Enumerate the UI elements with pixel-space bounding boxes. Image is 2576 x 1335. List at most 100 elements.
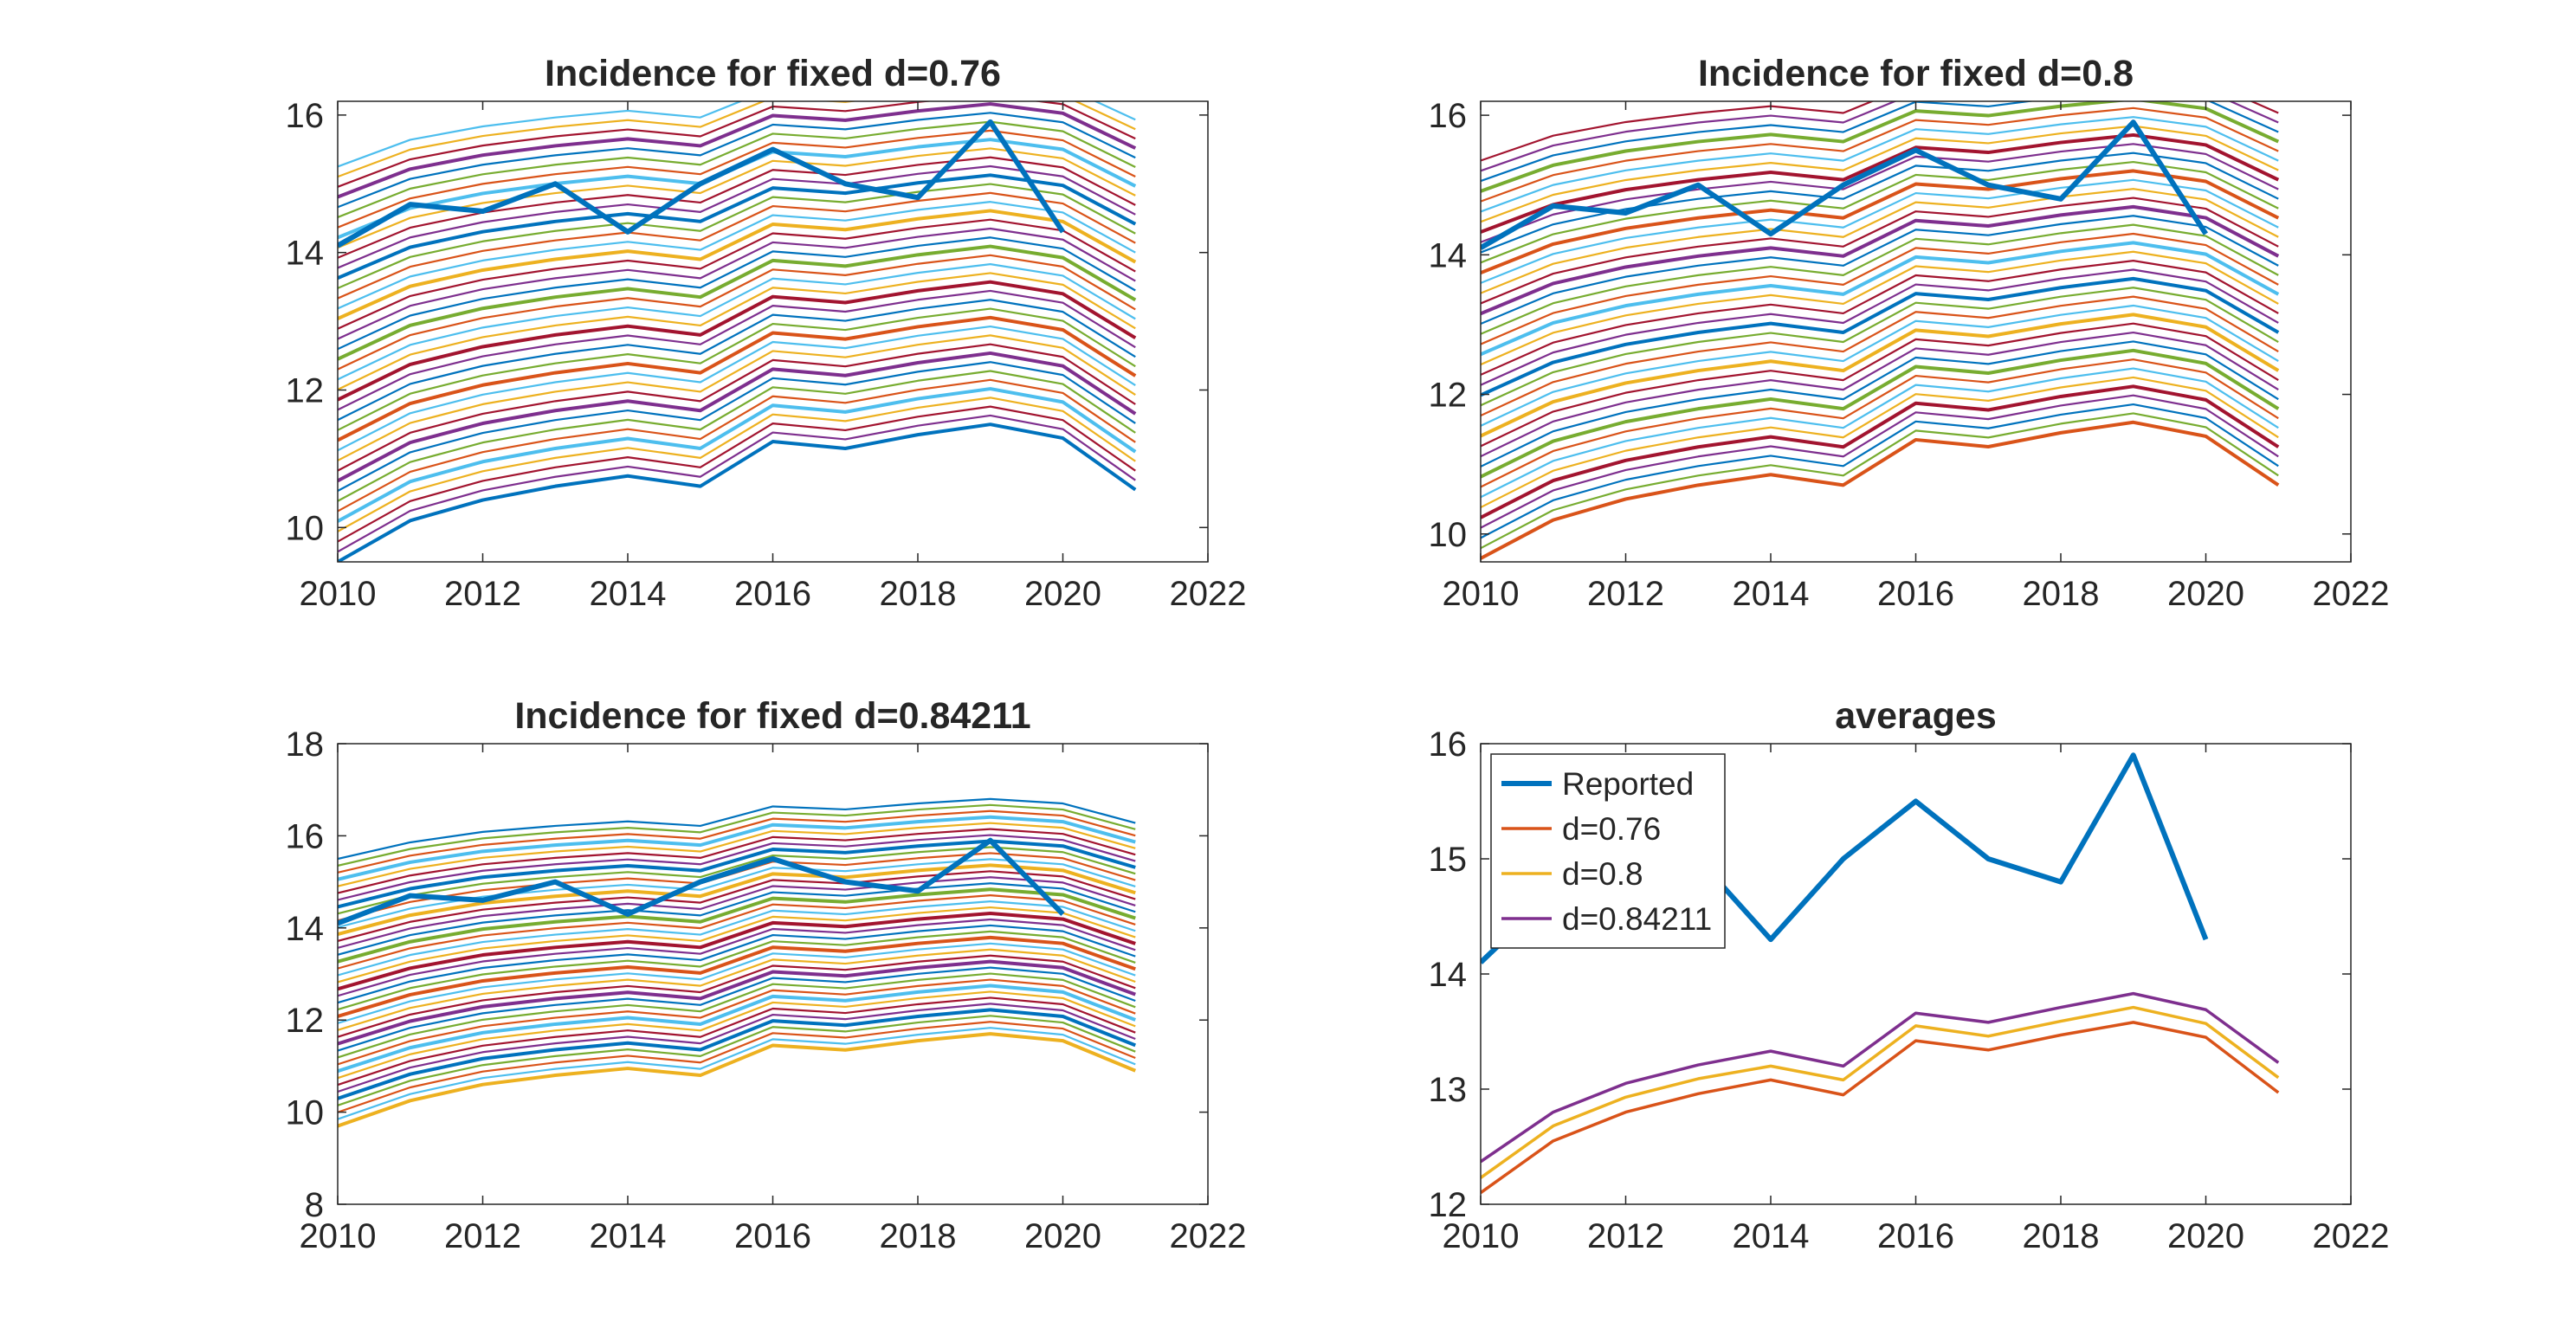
simulation-line [1481, 178, 2279, 284]
chart-title: Incidence for fixed d=0.76 [545, 53, 1001, 94]
simulation-line [338, 942, 1136, 1024]
x-tick-label: 2020 [1024, 1217, 1101, 1255]
simulation-line [338, 218, 1136, 330]
simulation-line [338, 378, 1136, 513]
x-tick-label: 2012 [1587, 1217, 1664, 1255]
series-line-reported [338, 119, 1066, 248]
x-tick-label: 2012 [1587, 575, 1664, 613]
simulation-line [338, 325, 1136, 452]
series-line-d-0-8 [1481, 1005, 2280, 1179]
simulation-line [338, 289, 1136, 411]
x-tick-label: 2010 [300, 1217, 377, 1255]
simulation-line [338, 954, 1136, 1038]
legend-label: d=0.76 [1562, 811, 1661, 847]
simulation-line [338, 351, 1137, 483]
x-tick-label: 2022 [1170, 1217, 1247, 1255]
y-tick-label: 14 [1429, 956, 1468, 994]
simulation-line [338, 978, 1136, 1066]
x-tick-label: 2014 [590, 1217, 667, 1255]
y-tick-label: 16 [286, 817, 325, 855]
simulation-line [338, 272, 1136, 390]
simulation-line [1481, 241, 2280, 357]
simulation-line [338, 101, 1136, 168]
x-tick-label: 2014 [1733, 1217, 1810, 1255]
chart-2: 2010 2012 2014 2016 2018 2020 2022 10 12 14 16 Inci… [1429, 53, 2390, 613]
simulation-line [1481, 322, 2279, 448]
x-tick-label: 2010 [1443, 575, 1520, 613]
simulation-line [1481, 403, 2279, 539]
simulation-line [1481, 348, 2280, 479]
chart-title: averages [1835, 695, 1997, 737]
simulation-line [1481, 188, 2279, 294]
simulation-line [338, 912, 1136, 991]
legend: Reported d=0.76 d=0.8 d=0.84211 [1490, 753, 1726, 949]
series-line-d-0-84211 [1481, 991, 2280, 1164]
simulation-line [1481, 420, 2280, 560]
legend-label: d=0.84211 [1562, 901, 1712, 937]
x-tick-label: 2014 [1733, 575, 1810, 613]
simulation-line [338, 1032, 1137, 1128]
chart-3: 2010 2012 2014 2016 2018 2020 2022 8 10 12 14 16 18 I… [286, 695, 1247, 1255]
simulation-line [338, 990, 1136, 1080]
plot-lines [1481, 101, 2280, 560]
simulation-line [338, 164, 1136, 269]
simulation-line [1481, 276, 2280, 397]
y-tick-label: 14 [286, 235, 325, 273]
legend-label: d=0.8 [1562, 856, 1643, 892]
simulation-line [338, 863, 1136, 936]
y-tick-label: 10 [286, 1094, 325, 1132]
series-line-reported [338, 837, 1065, 926]
y-tick-label: 10 [286, 509, 325, 547]
simulation-line [338, 280, 1137, 402]
x-tick-label: 2016 [1877, 1217, 1954, 1255]
simulation-line [1481, 340, 2279, 468]
simulation-line [338, 299, 1136, 422]
simulation-line [338, 887, 1136, 964]
simulation-line [338, 918, 1136, 997]
simulation-line [338, 948, 1136, 1031]
simulation-line [338, 972, 1136, 1059]
simulation-line [338, 822, 1136, 887]
simulation-line [338, 209, 1137, 320]
simulation-line [1481, 101, 2280, 193]
simulation-line [1481, 304, 2279, 427]
simulation-line [338, 882, 1136, 956]
simulation-line [338, 397, 1136, 532]
simulation-line [338, 102, 1137, 199]
simulation-line [338, 414, 1136, 553]
simulation-line [338, 797, 1136, 861]
x-tick-label: 2018 [2023, 1217, 2100, 1255]
x-tick-label: 2010 [300, 575, 377, 613]
simulation-line [1481, 169, 2280, 274]
x-tick-label: 2014 [590, 575, 667, 613]
series-line-reported [1481, 119, 2209, 250]
simulation-line [338, 834, 1136, 901]
x-tick-label: 2010 [1443, 1217, 1520, 1255]
simulation-line [338, 1021, 1136, 1113]
simulation-line [1481, 384, 2280, 519]
simulation-line [338, 996, 1136, 1087]
simulation-line [338, 1027, 1136, 1120]
simulation-line [338, 254, 1136, 371]
simulation-line [338, 846, 1136, 915]
legend-box [1490, 753, 1726, 949]
simulation-line [338, 370, 1136, 502]
simulation-line [338, 984, 1136, 1074]
simulation-line [1481, 106, 2279, 203]
simulation-line [1481, 101, 2279, 162]
simulation-line [338, 263, 1136, 381]
simulation-line [1481, 287, 2279, 407]
simulation-line [338, 828, 1136, 894]
simulation-line [1481, 232, 2279, 345]
simulation-line [338, 815, 1136, 881]
simulation-line [338, 129, 1136, 229]
x-tick-label: 2022 [2313, 575, 2390, 613]
simulation-line [1481, 412, 2279, 550]
y-tick-label: 16 [1429, 97, 1468, 135]
simulation-line [1481, 250, 2279, 366]
x-tick-label: 2016 [734, 1217, 811, 1255]
x-tick-label: 2020 [2167, 575, 2244, 613]
simulation-line [338, 173, 1137, 281]
simulation-line [338, 1003, 1136, 1093]
chart-4: 2010 2012 2014 2016 2018 2020 2022 12 13 14 15 16 av… [1429, 695, 2390, 1255]
